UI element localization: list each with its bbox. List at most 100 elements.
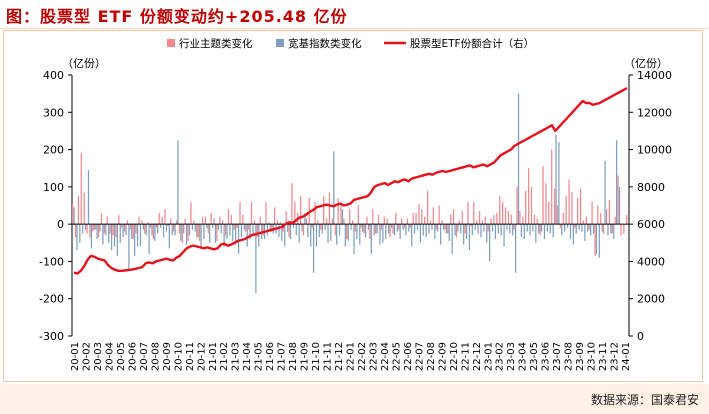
- industry-bar: [525, 190, 527, 225]
- broad-index-bar: [422, 224, 424, 236]
- left-tick-label: -100: [39, 255, 64, 268]
- industry-bar: [467, 201, 469, 225]
- broad-index-bar: [604, 160, 606, 225]
- industry-bar: [288, 224, 290, 238]
- broad-index-bar: [278, 224, 280, 238]
- broad-index-bar: [373, 224, 375, 236]
- industry-bar: [519, 211, 521, 225]
- broad-index-bar: [318, 224, 320, 238]
- broad-index-bar: [266, 224, 269, 236]
- broad-index-bar: [76, 224, 78, 251]
- broad-index-bar: [428, 224, 430, 234]
- broad-index-bar: [165, 224, 168, 232]
- industry-bar: [193, 220, 195, 225]
- broad-index-bar: [232, 224, 234, 241]
- industry-bar: [585, 216, 587, 225]
- broad-index-bar: [483, 224, 485, 232]
- broad-index-bar: [494, 224, 497, 240]
- industry-bar: [504, 207, 507, 225]
- industry-bar: [262, 224, 264, 236]
- right-tick-label: 10000: [637, 144, 672, 157]
- industry-bar: [161, 216, 163, 225]
- industry-bar: [201, 216, 204, 225]
- industry-bar: [253, 220, 256, 225]
- broad-index-bar: [543, 224, 546, 240]
- broad-index-bar: [356, 224, 358, 240]
- broad-index-bar: [310, 224, 312, 247]
- industry-bar: [444, 224, 446, 230]
- broad-index-bar: [566, 224, 569, 228]
- industry-bar: [424, 216, 426, 225]
- right-axis-unit: （亿份）: [624, 57, 668, 70]
- industry-bar: [97, 224, 100, 238]
- industry-bar: [331, 218, 333, 225]
- x-tick-label: 22-12: [472, 342, 483, 371]
- industry-bar: [418, 203, 420, 225]
- x-tick-label: 20-12: [196, 342, 207, 371]
- broad-index-bar: [540, 224, 543, 232]
- right-tick-label: 6000: [637, 218, 665, 231]
- broad-index-bar: [168, 224, 170, 249]
- x-tick-label: 20-08: [150, 342, 161, 371]
- broad-index-bar: [119, 224, 121, 243]
- x-tick-label: 21-05: [254, 342, 265, 371]
- left-tick-label: 0: [57, 218, 64, 231]
- industry-bar: [351, 220, 354, 225]
- broad-index-bar: [506, 224, 508, 230]
- industry-bar: [496, 212, 498, 225]
- right-tick-label: 12000: [637, 106, 672, 119]
- broad-index-bar: [82, 224, 84, 234]
- industry-bar: [556, 205, 559, 225]
- industry-bar: [490, 218, 492, 225]
- broad-index-bar: [431, 224, 433, 230]
- broad-index-bar: [500, 224, 502, 236]
- industry-bar: [406, 218, 409, 225]
- industry-bar: [227, 209, 230, 225]
- right-tick-label: 2000: [637, 293, 665, 306]
- broad-index-bar: [341, 209, 344, 225]
- broad-index-bar: [555, 134, 557, 225]
- industry-bar: [268, 222, 270, 225]
- broad-index-bar: [549, 224, 551, 234]
- industry-bar: [135, 224, 137, 234]
- industry-bar: [121, 224, 123, 228]
- x-tick-label: 22-04: [380, 342, 391, 371]
- broad-index-bar: [618, 186, 621, 225]
- broad-index-bar: [298, 224, 300, 243]
- industry-bar: [210, 212, 212, 225]
- legend-industry-label: 行业主题类变化: [179, 37, 253, 50]
- right-tick-label: 8000: [637, 181, 665, 194]
- figure-title: 图：股票型 ETF 份额变动约+205.48 亿份: [6, 7, 348, 26]
- industry-bar: [337, 198, 339, 225]
- industry-bar: [620, 224, 622, 236]
- industry-bar: [502, 201, 504, 225]
- broad-index-bar: [448, 224, 450, 241]
- industry-bar: [461, 211, 463, 225]
- industry-bar: [375, 224, 377, 234]
- broad-index-bar: [552, 224, 554, 238]
- industry-bar: [219, 216, 221, 225]
- left-tick-label: -200: [39, 293, 64, 306]
- industry-bar: [372, 209, 374, 225]
- broad-index-bar: [595, 224, 598, 254]
- broad-index-bar: [454, 224, 456, 236]
- broad-index-bar: [269, 224, 271, 230]
- industry-bar: [626, 214, 628, 225]
- broad-index-bar: [474, 224, 476, 230]
- left-axis-unit: （亿份）: [62, 57, 106, 70]
- industry-bar: [600, 212, 602, 225]
- broad-index-bar: [529, 224, 531, 236]
- broad-index-bar: [315, 224, 318, 247]
- broad-index-bar: [457, 224, 459, 232]
- broad-index-bar: [463, 224, 465, 245]
- left-tick-label: 300: [43, 106, 64, 119]
- industry-bar: [305, 218, 308, 225]
- industry-bar: [470, 224, 472, 226]
- broad-index-bar: [151, 224, 153, 236]
- industry-bar: [250, 201, 253, 225]
- broad-index-bar: [154, 224, 156, 241]
- industry-bar: [435, 224, 437, 230]
- broad-index-bar: [489, 224, 491, 262]
- broad-index-bar: [509, 224, 511, 234]
- industry-bar: [565, 196, 567, 225]
